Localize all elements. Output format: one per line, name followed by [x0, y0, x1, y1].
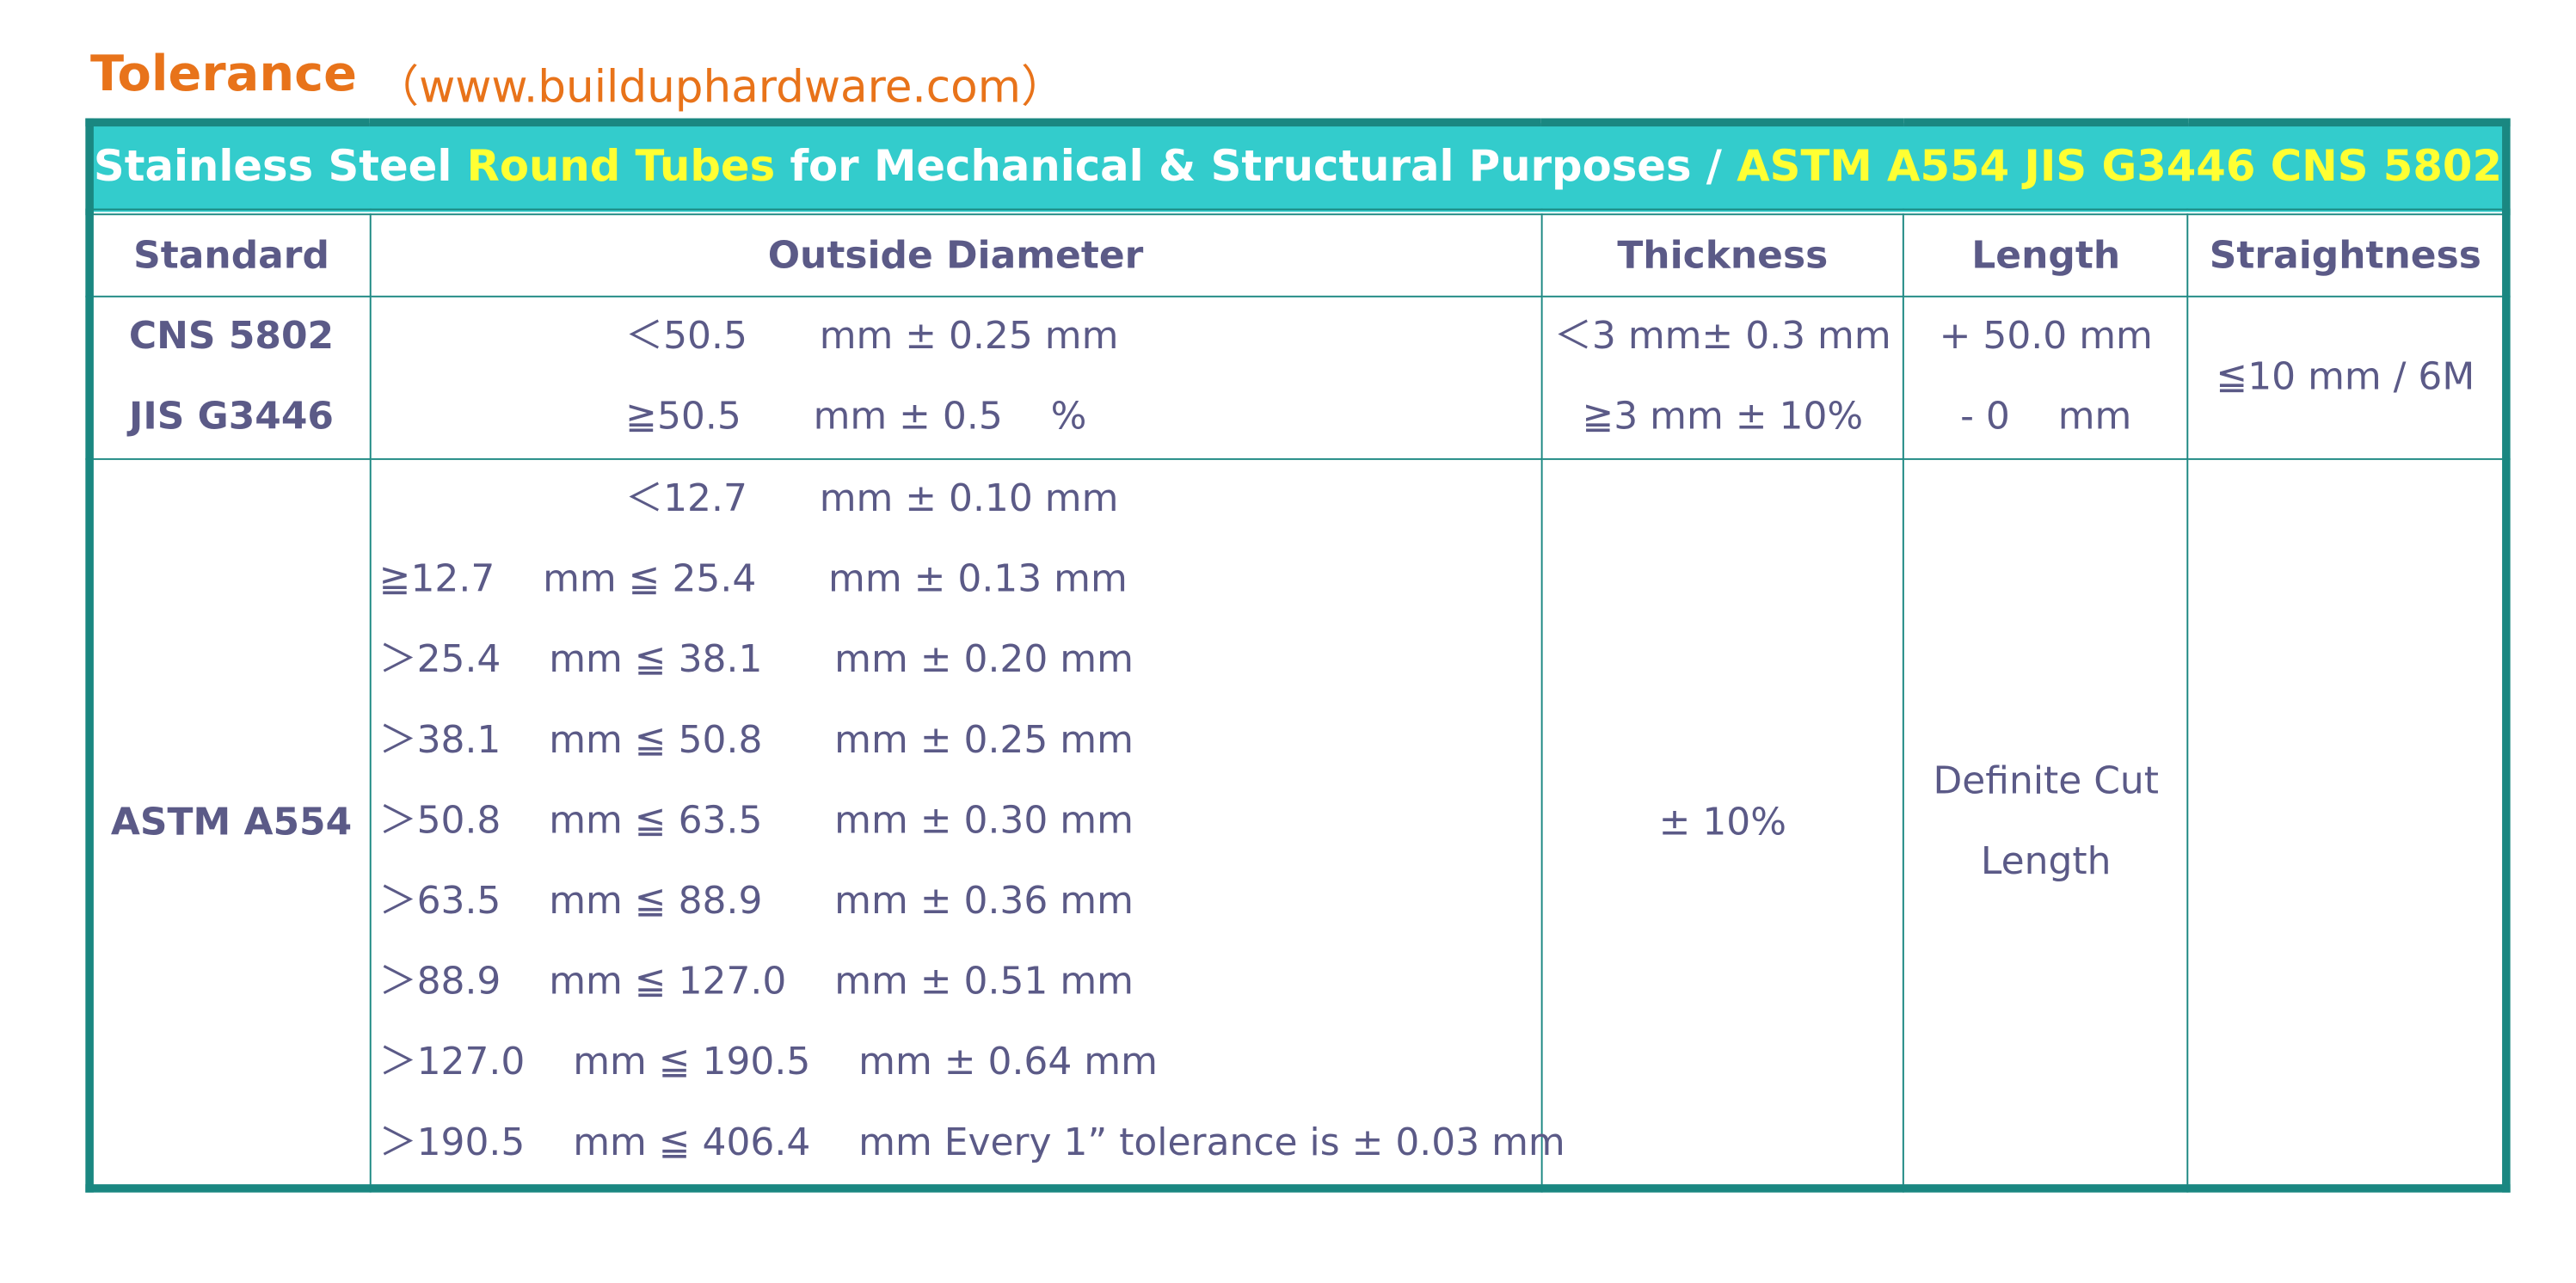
- column-header: Outside Diameter: [369, 211, 1542, 298]
- diameter-cell: ＜12.7 mm ± 0.10 mm ≧12.7 mm ≦ 25.4 mm ± 0…: [369, 457, 1565, 1189]
- column-header: Straightness: [2186, 211, 2507, 298]
- length-line: Length: [1980, 840, 2112, 884]
- diameter-line: ＜12.7 mm ± 0.10 mm: [625, 477, 1119, 521]
- standard: CNS 5802: [128, 315, 335, 359]
- column-header: Length: [1903, 211, 2189, 298]
- diameter-line: ＞25.4 mm ≦ 38.1 mm ± 0.20 mm: [378, 639, 1134, 682]
- website-url: （www.builduphardware.com）: [374, 62, 1066, 114]
- tolerance-table: Stainless Steel Round Tubes for Mechanic…: [85, 118, 2511, 1193]
- diameter-line: ＞190.5 mm ≦ 406.4 mm Every 1” tolerance …: [378, 1121, 1565, 1165]
- straightness-cell: [2186, 457, 2507, 1189]
- diameter-line: ≧50.5 mm ± 0.5 %: [625, 396, 1087, 439]
- caption: Stainless Steel Round Tubes for Mechanic…: [89, 121, 2507, 216]
- diameter-line: ＞127.0 mm ≦ 190.5 mm ± 0.64 mm: [378, 1041, 1158, 1084]
- length-line: + 50.0 mm: [1939, 315, 2153, 359]
- length-line: - 0 mm: [1960, 396, 2132, 439]
- column-header: Standard: [89, 211, 372, 298]
- diameter-line: ＞50.8 mm ≦ 63.5 mm ± 0.30 mm: [378, 800, 1134, 843]
- header-row: Standard Outside Diameter Thickness Leng…: [89, 211, 2507, 298]
- table-row: CNS 5802 JIS G3446 ＜50.5 mm ± 0.25 mm ≧5…: [89, 295, 2507, 460]
- straightness-cell: ≦10 mm / 6M: [2186, 295, 2507, 460]
- diameter-cell: ＜50.5 mm ± 0.25 mm ≧50.5 mm ± 0.5 %: [369, 295, 1542, 460]
- column-header: Thickness: [1540, 211, 1905, 298]
- caption-text: Stainless Steel: [93, 143, 467, 193]
- diameter-line: ＞88.9 mm ≦ 127.0 mm ± 0.51 mm: [378, 961, 1134, 1004]
- caption-text: for Mechanical & Structural Purposes /: [775, 143, 1737, 193]
- diameter-line: ≧12.7 mm ≦ 25.4 mm ± 0.13 mm: [378, 558, 1128, 602]
- length-cell: Definite Cut Length: [1903, 457, 2189, 1189]
- thickness-line: ＜3 mm± 0.3 mm: [1553, 315, 1891, 359]
- caption-row: Stainless Steel Round Tubes for Mechanic…: [89, 121, 2507, 216]
- diameter-line: ＞38.1 mm ≦ 50.8 mm ± 0.25 mm: [378, 719, 1134, 763]
- thickness-line: ≧3 mm ± 10%: [1582, 396, 1864, 439]
- standard-cell: ASTM A554: [89, 457, 372, 1189]
- standard: JIS G3446: [129, 396, 335, 439]
- thickness-cell: ＜3 mm± 0.3 mm ≧3 mm ± 10%: [1540, 295, 1905, 460]
- table-row: ASTM A554 ＜12.7 mm ± 0.10 mm ≧12.7 mm ≦ 2…: [89, 457, 2507, 1189]
- caption-highlight: ASTM A554 JIS G3446 CNS 5802: [1737, 143, 2503, 193]
- length-cell: + 50.0 mm - 0 mm: [1903, 295, 2189, 460]
- standard-cell: CNS 5802 JIS G3446: [89, 295, 372, 460]
- thickness-cell: ± 10%: [1540, 457, 1905, 1189]
- diameter-line: ＜50.5 mm ± 0.25 mm: [625, 315, 1119, 359]
- caption-highlight: Round Tubes: [466, 143, 776, 193]
- title: Tolerance: [90, 46, 357, 104]
- diameter-line: ＞63.5 mm ≦ 88.9 mm ± 0.36 mm: [378, 880, 1134, 924]
- length-line: Definite Cut: [1933, 760, 2159, 804]
